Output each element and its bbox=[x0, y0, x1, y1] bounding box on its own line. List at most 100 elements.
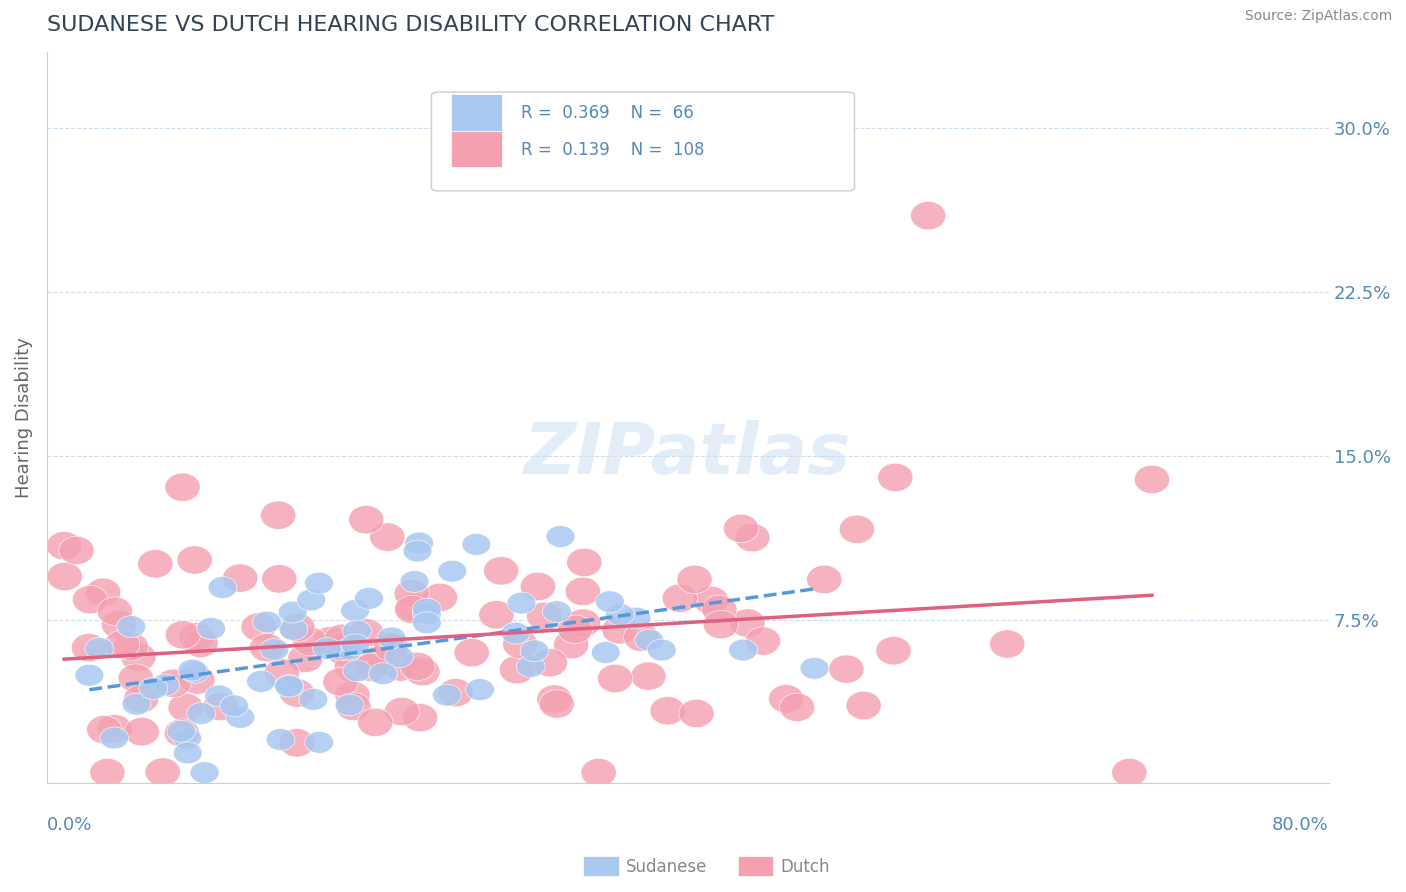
Ellipse shape bbox=[169, 693, 204, 722]
Ellipse shape bbox=[499, 656, 534, 684]
Ellipse shape bbox=[280, 679, 315, 707]
Ellipse shape bbox=[876, 637, 911, 665]
Ellipse shape bbox=[202, 692, 238, 721]
Ellipse shape bbox=[581, 758, 616, 787]
Ellipse shape bbox=[354, 653, 389, 681]
Ellipse shape bbox=[377, 627, 406, 648]
Ellipse shape bbox=[368, 663, 398, 684]
Ellipse shape bbox=[679, 699, 714, 728]
Ellipse shape bbox=[839, 515, 875, 543]
Ellipse shape bbox=[165, 719, 200, 747]
Ellipse shape bbox=[180, 661, 209, 683]
Ellipse shape bbox=[114, 632, 149, 661]
Ellipse shape bbox=[46, 532, 82, 560]
Ellipse shape bbox=[222, 564, 257, 592]
Ellipse shape bbox=[1135, 466, 1170, 493]
Ellipse shape bbox=[405, 657, 440, 686]
Ellipse shape bbox=[631, 662, 666, 690]
Ellipse shape bbox=[374, 633, 409, 661]
Ellipse shape bbox=[1112, 758, 1147, 787]
Ellipse shape bbox=[335, 694, 364, 715]
Ellipse shape bbox=[240, 613, 276, 641]
Ellipse shape bbox=[165, 473, 200, 501]
Ellipse shape bbox=[422, 583, 457, 612]
Ellipse shape bbox=[97, 714, 132, 743]
FancyBboxPatch shape bbox=[451, 95, 502, 131]
Ellipse shape bbox=[546, 525, 575, 548]
Ellipse shape bbox=[382, 653, 419, 681]
Ellipse shape bbox=[180, 665, 215, 694]
Ellipse shape bbox=[121, 643, 156, 671]
Ellipse shape bbox=[145, 758, 180, 786]
Ellipse shape bbox=[349, 506, 384, 534]
Ellipse shape bbox=[100, 727, 128, 749]
Ellipse shape bbox=[516, 656, 546, 677]
Ellipse shape bbox=[87, 715, 122, 744]
Ellipse shape bbox=[401, 571, 429, 592]
Ellipse shape bbox=[508, 592, 536, 614]
Ellipse shape bbox=[253, 611, 281, 633]
Ellipse shape bbox=[278, 601, 307, 623]
Ellipse shape bbox=[621, 607, 651, 629]
Ellipse shape bbox=[357, 647, 392, 675]
Ellipse shape bbox=[86, 578, 121, 607]
Ellipse shape bbox=[177, 546, 212, 574]
Ellipse shape bbox=[72, 585, 108, 614]
Ellipse shape bbox=[990, 630, 1025, 658]
Ellipse shape bbox=[124, 717, 159, 746]
Ellipse shape bbox=[173, 742, 202, 764]
Ellipse shape bbox=[454, 639, 489, 667]
Ellipse shape bbox=[437, 679, 474, 706]
Ellipse shape bbox=[730, 609, 765, 637]
Text: Dutch: Dutch bbox=[780, 858, 830, 876]
Ellipse shape bbox=[533, 648, 568, 677]
Ellipse shape bbox=[520, 640, 548, 662]
Ellipse shape bbox=[139, 678, 167, 699]
Ellipse shape bbox=[84, 638, 114, 659]
FancyBboxPatch shape bbox=[451, 131, 502, 168]
Ellipse shape bbox=[219, 695, 249, 717]
Ellipse shape bbox=[877, 463, 912, 491]
Ellipse shape bbox=[299, 689, 328, 710]
Ellipse shape bbox=[402, 704, 437, 732]
Ellipse shape bbox=[260, 639, 288, 660]
Y-axis label: Hearing Disability: Hearing Disability bbox=[15, 337, 32, 498]
Ellipse shape bbox=[260, 501, 295, 529]
Ellipse shape bbox=[312, 626, 347, 655]
Ellipse shape bbox=[370, 523, 405, 551]
Ellipse shape bbox=[395, 595, 430, 624]
Ellipse shape bbox=[384, 698, 419, 726]
Ellipse shape bbox=[262, 565, 297, 593]
Ellipse shape bbox=[343, 660, 371, 681]
Ellipse shape bbox=[565, 609, 600, 637]
Ellipse shape bbox=[703, 610, 738, 639]
Ellipse shape bbox=[911, 202, 946, 230]
Ellipse shape bbox=[634, 629, 664, 651]
Ellipse shape bbox=[527, 602, 562, 631]
Ellipse shape bbox=[249, 633, 285, 662]
Ellipse shape bbox=[335, 654, 370, 681]
Ellipse shape bbox=[537, 685, 572, 714]
Ellipse shape bbox=[156, 669, 191, 698]
Ellipse shape bbox=[846, 691, 882, 720]
Ellipse shape bbox=[124, 684, 159, 713]
Ellipse shape bbox=[75, 665, 104, 686]
Ellipse shape bbox=[340, 599, 370, 622]
Ellipse shape bbox=[173, 727, 201, 749]
Ellipse shape bbox=[165, 621, 201, 649]
Ellipse shape bbox=[565, 577, 600, 606]
Text: 0.0%: 0.0% bbox=[46, 816, 93, 834]
Ellipse shape bbox=[246, 671, 276, 692]
Ellipse shape bbox=[606, 604, 634, 625]
Ellipse shape bbox=[437, 560, 467, 582]
Ellipse shape bbox=[592, 641, 620, 664]
Text: Source: ZipAtlas.com: Source: ZipAtlas.com bbox=[1244, 9, 1392, 23]
Ellipse shape bbox=[558, 615, 593, 643]
Ellipse shape bbox=[728, 639, 758, 661]
Ellipse shape bbox=[520, 573, 555, 600]
Ellipse shape bbox=[46, 562, 83, 591]
Ellipse shape bbox=[433, 684, 461, 706]
Ellipse shape bbox=[567, 549, 602, 576]
Ellipse shape bbox=[598, 665, 633, 693]
Ellipse shape bbox=[226, 706, 254, 728]
